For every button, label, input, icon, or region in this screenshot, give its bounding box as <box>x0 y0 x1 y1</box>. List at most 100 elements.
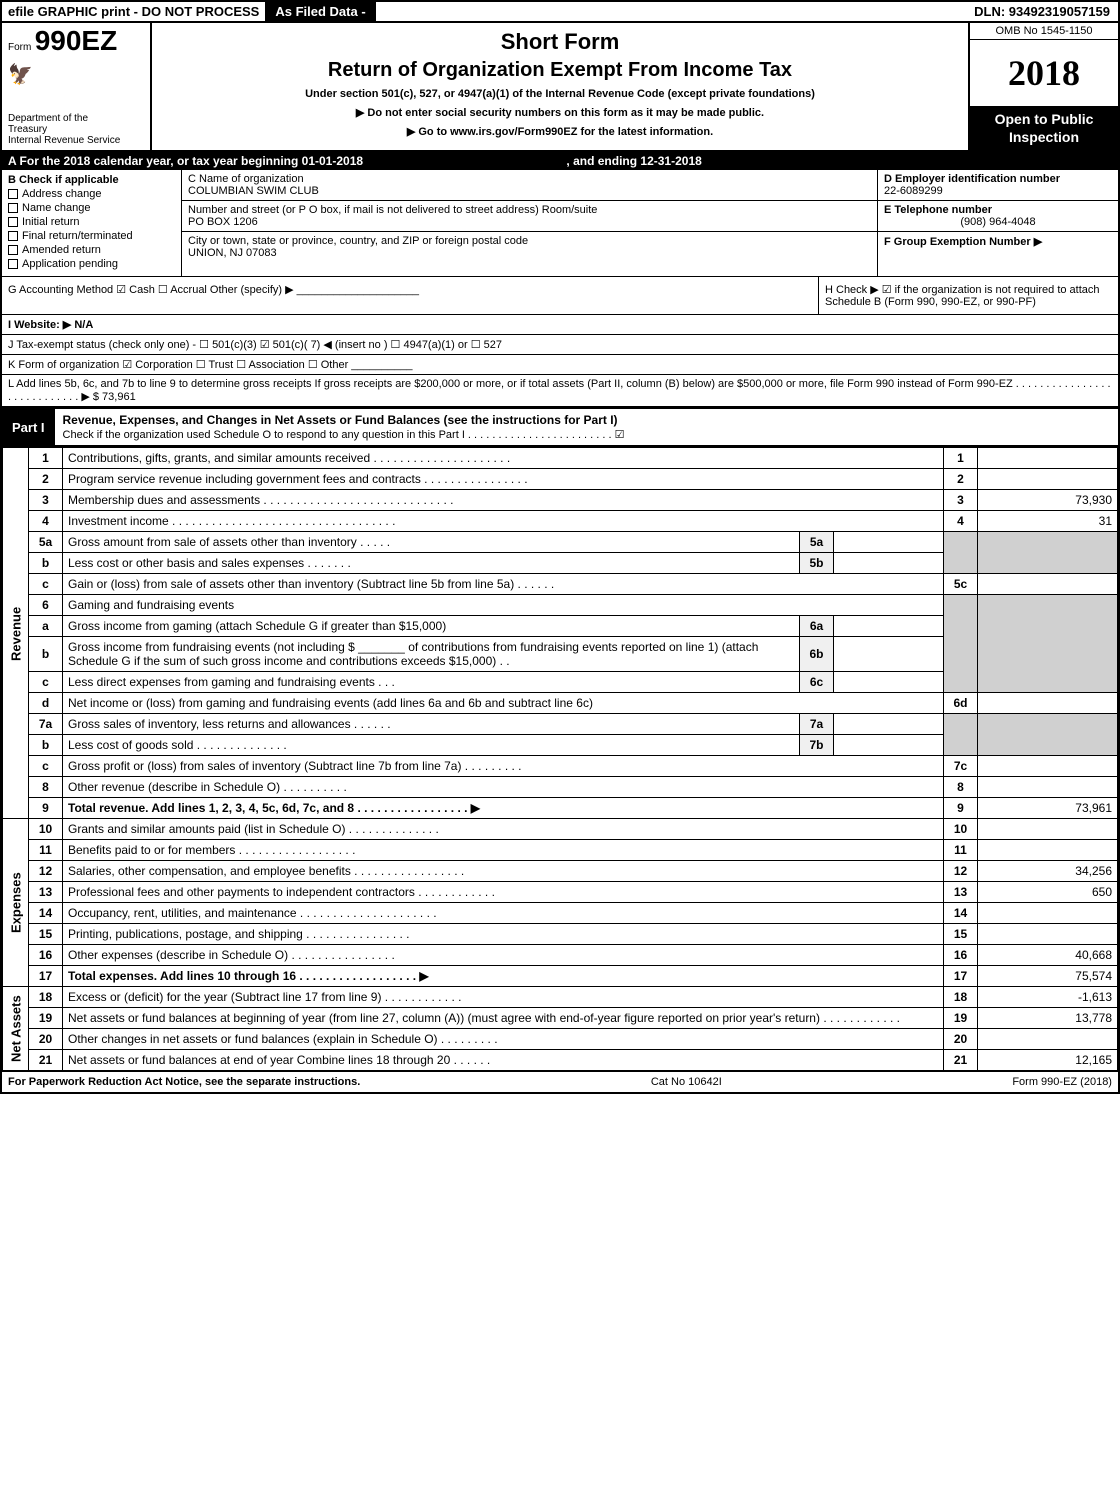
l21-val: 12,165 <box>978 1050 1118 1071</box>
d-label: D Employer identification number <box>884 173 1112 185</box>
l17-desc: Total expenses. Add lines 10 through 16 … <box>63 966 944 987</box>
l15-desc: Printing, publications, postage, and shi… <box>63 924 944 945</box>
l14-desc: Occupancy, rent, utilities, and maintena… <box>63 903 944 924</box>
row-i: I Website: ▶ N/A <box>2 315 1118 335</box>
l3-rnum: 3 <box>944 490 978 511</box>
c-city-label: City or town, state or province, country… <box>188 235 871 247</box>
l7ab-greyval <box>978 714 1118 756</box>
l6c-desc: Less direct expenses from gaming and fun… <box>63 672 800 693</box>
l15-val <box>978 924 1118 945</box>
l5b-desc: Less cost or other basis and sales expen… <box>63 553 800 574</box>
l14-num: 14 <box>29 903 63 924</box>
l17-num: 17 <box>29 966 63 987</box>
l1-val <box>978 448 1118 469</box>
lines-table: Revenue 1 Contributions, gifts, grants, … <box>2 447 1118 1071</box>
l19-rnum: 19 <box>944 1008 978 1029</box>
l7c-num: c <box>29 756 63 777</box>
l12-desc: Salaries, other compensation, and employ… <box>63 861 944 882</box>
check-initial[interactable]: Initial return <box>8 216 175 228</box>
l10-rnum: 10 <box>944 819 978 840</box>
footer-right: Form 990-EZ (2018) <box>1012 1076 1112 1088</box>
l7a-num: 7a <box>29 714 63 735</box>
l8-num: 8 <box>29 777 63 798</box>
omb-number: OMB No 1545-1150 <box>970 23 1118 40</box>
l7a-inval <box>834 714 944 735</box>
l6c-num: c <box>29 672 63 693</box>
l19-num: 19 <box>29 1008 63 1029</box>
dept-line1: Department of the <box>8 113 144 124</box>
l6b-desc: Gross income from fundraising events (no… <box>63 637 800 672</box>
part1-check: Check if the organization used Schedule … <box>63 429 625 441</box>
l16-rnum: 16 <box>944 945 978 966</box>
l7b-in: 7b <box>800 735 834 756</box>
l4-val: 31 <box>978 511 1118 532</box>
l5ab-greyval <box>978 532 1118 574</box>
l11-val <box>978 840 1118 861</box>
row-j: J Tax-exempt status (check only one) - ☐… <box>2 335 1118 355</box>
check-address[interactable]: Address change <box>8 188 175 200</box>
check-amended[interactable]: Amended return <box>8 244 175 256</box>
l6c-in: 6c <box>800 672 834 693</box>
l6a-num: a <box>29 616 63 637</box>
form-page: efile GRAPHIC print - DO NOT PROCESS As … <box>0 0 1120 1094</box>
l7c-rnum: 7c <box>944 756 978 777</box>
footer-mid: Cat No 10642I <box>651 1076 722 1088</box>
l5c-rnum: 5c <box>944 574 978 595</box>
asfiled-label: As Filed Data - <box>265 2 375 21</box>
l6a-inval <box>834 616 944 637</box>
l1-num: 1 <box>29 448 63 469</box>
irs-seal-icon: 🦅 <box>8 62 144 87</box>
l3-desc: Membership dues and assessments . . . . … <box>63 490 944 511</box>
subtitle-2: ▶ Do not enter social security numbers o… <box>162 106 958 119</box>
col-b: B Check if applicable Address change Nam… <box>2 170 182 276</box>
l8-rnum: 8 <box>944 777 978 798</box>
l1-desc: Contributions, gifts, grants, and simila… <box>63 448 944 469</box>
l6b-num: b <box>29 637 63 672</box>
tax-year: 2018 <box>970 40 1118 106</box>
l4-num: 4 <box>29 511 63 532</box>
l13-val: 650 <box>978 882 1118 903</box>
l5a-num: 5a <box>29 532 63 553</box>
l10-num: 10 <box>29 819 63 840</box>
header-right: OMB No 1545-1150 2018 Open to Public Ins… <box>968 23 1118 150</box>
l9-desc: Total revenue. Add lines 1, 2, 3, 4, 5c,… <box>63 798 944 819</box>
form-prefix: Form <box>8 42 31 53</box>
l14-val <box>978 903 1118 924</box>
l6a-desc: Gross income from gaming (attach Schedul… <box>63 616 800 637</box>
check-pending[interactable]: Application pending <box>8 258 175 270</box>
h-check: H Check ▶ ☑ if the organization is not r… <box>818 277 1118 314</box>
l6b-inval <box>834 637 944 672</box>
part1-tab: Part I <box>2 416 55 439</box>
l15-rnum: 15 <box>944 924 978 945</box>
l6a-in: 6a <box>800 616 834 637</box>
l18-rnum: 18 <box>944 987 978 1008</box>
g-accounting: G Accounting Method ☑ Cash ☐ Accrual Oth… <box>2 277 818 314</box>
l16-num: 16 <box>29 945 63 966</box>
footer: For Paperwork Reduction Act Notice, see … <box>2 1071 1118 1092</box>
col-b-label: B Check if applicable <box>8 174 175 186</box>
l6d-num: d <box>29 693 63 714</box>
l12-val: 34,256 <box>978 861 1118 882</box>
l10-desc: Grants and similar amounts paid (list in… <box>63 819 944 840</box>
col-d: D Employer identification number 22-6089… <box>878 170 1118 276</box>
e-phone: (908) 964-4048 <box>884 216 1112 228</box>
l5a-desc: Gross amount from sale of assets other t… <box>63 532 800 553</box>
l19-desc: Net assets or fund balances at beginning… <box>63 1008 944 1029</box>
l6d-val <box>978 693 1118 714</box>
l5b-inval <box>834 553 944 574</box>
l11-rnum: 11 <box>944 840 978 861</box>
c-city-value: UNION, NJ 07083 <box>188 247 871 259</box>
l6b-in: 6b <box>800 637 834 672</box>
dln-label: DLN: 93492319057159 <box>966 2 1118 21</box>
form-number: 990EZ <box>35 25 118 56</box>
l19-val: 13,778 <box>978 1008 1118 1029</box>
header-left: Form 990EZ 🦅 Department of the Treasury … <box>2 23 152 150</box>
check-name[interactable]: Name change <box>8 202 175 214</box>
l18-val: -1,613 <box>978 987 1118 1008</box>
l7a-in: 7a <box>800 714 834 735</box>
check-final[interactable]: Final return/terminated <box>8 230 175 242</box>
l11-num: 11 <box>29 840 63 861</box>
l3-val: 73,930 <box>978 490 1118 511</box>
e-label: E Telephone number <box>884 204 1112 216</box>
short-form-title: Short Form <box>162 29 958 55</box>
